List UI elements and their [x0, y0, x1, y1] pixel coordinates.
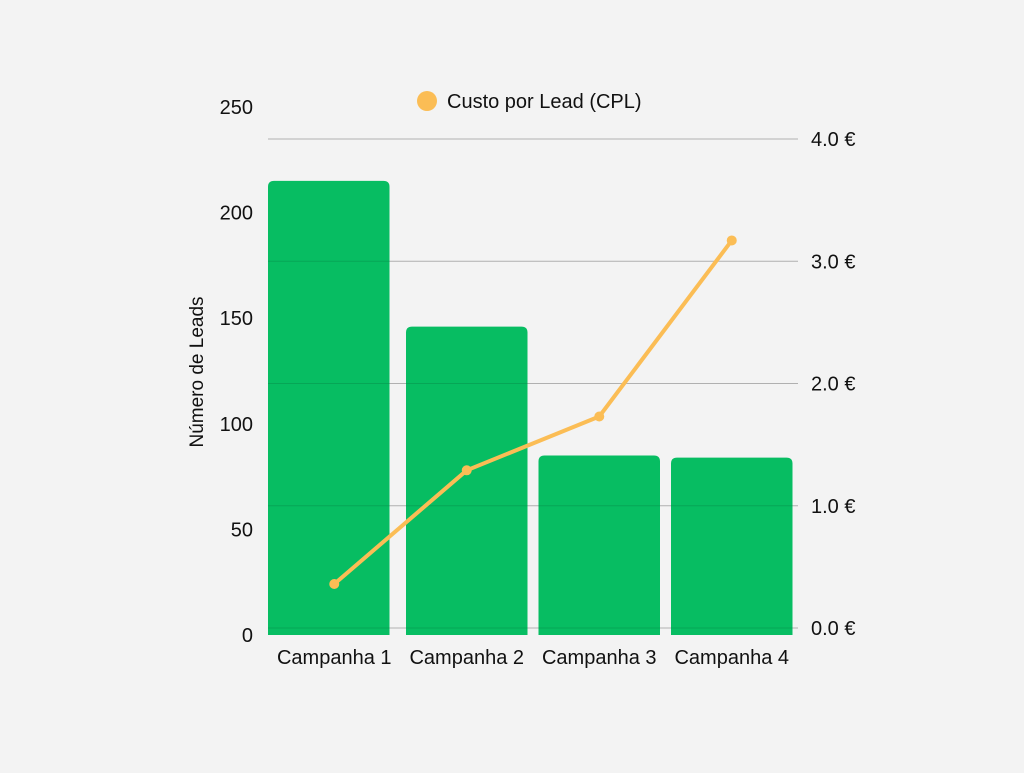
y-tick-label: 250 [220, 97, 253, 119]
x-tick-label: Campanha 2 [409, 647, 524, 669]
y2-tick-label: 4.0 € [811, 129, 855, 151]
axes: 0 50 100 150 200 250 0.0 € 1.0 € 2.0 € 3.0 € 4.0 €… [220, 97, 856, 669]
bar-4 [671, 457, 793, 635]
x-tick-label: Campanha 1 [277, 647, 392, 669]
y-tick-label: 100 [220, 414, 253, 436]
cpl-point-4 [726, 235, 737, 246]
y2-tick-label: 0.0 € [811, 618, 855, 640]
bar-series [268, 138, 798, 636]
y-tick-label: 200 [220, 203, 253, 225]
cpl-point-1 [329, 578, 340, 589]
y-tick-label: 0 [242, 625, 253, 647]
y2-tick-label: 1.0 € [811, 496, 855, 518]
legend: Custo por Lead (CPL) [417, 91, 642, 113]
y2-tick-label: 3.0 € [811, 251, 855, 273]
cpl-line [332, 239, 734, 586]
bar-2 [406, 326, 528, 635]
cpl-line-series [329, 235, 737, 589]
x-tick-label: Campanha 4 [674, 647, 789, 669]
y-tick-label: 50 [231, 519, 253, 541]
bar-1 [268, 180, 390, 636]
y-tick-label: 150 [220, 308, 253, 330]
bar-3 [538, 455, 660, 635]
legend-label-cpl: Custo por Lead (CPL) [447, 91, 642, 113]
y-axis-title: Número de Leads [187, 296, 208, 447]
cpl-point-2 [461, 465, 472, 476]
legend-marker-cpl [417, 91, 437, 111]
cpl-point-3 [594, 411, 605, 422]
x-tick-label: Campanha 3 [542, 647, 657, 669]
y2-tick-label: 2.0 € [811, 374, 855, 396]
